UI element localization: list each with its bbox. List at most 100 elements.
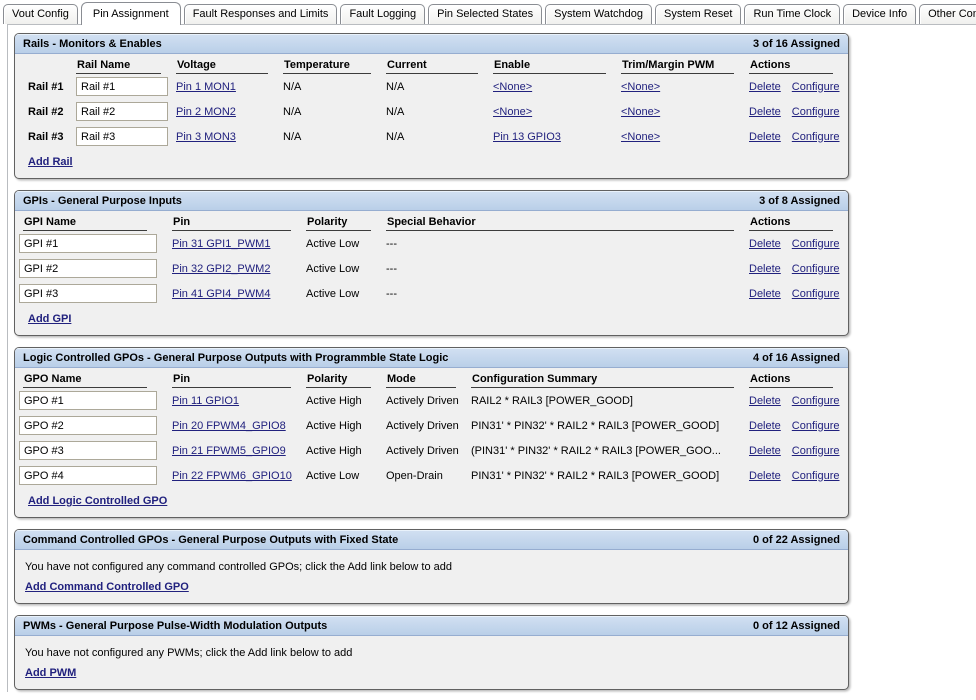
rails-col-actions: Actions [749,54,848,74]
cmd-gpos-panel-title: Command Controlled GPOs - General Purpos… [23,533,399,546]
logic-gpos-panel: Logic Controlled GPOs - General Purpose … [14,347,849,518]
rail-name-input[interactable] [76,127,168,146]
rail-configure-link[interactable]: Configure [791,80,840,93]
tab-system-reset[interactable]: System Reset [654,4,742,24]
gpo-delete-link[interactable]: Delete [749,469,781,482]
gpo-delete-link[interactable]: Delete [749,419,781,432]
gpis-col-special-behavior: Special Behavior [386,211,749,231]
gpis-col-polarity: Polarity [306,211,386,231]
gpo-pin-link[interactable]: Pin 11 GPIO1 [172,394,240,407]
rail-enable-link[interactable]: <None> [493,80,533,93]
rail-trim-link[interactable]: <None> [621,80,661,93]
gpi-delete-link[interactable]: Delete [749,287,781,300]
rail-enable-link[interactable]: <None> [493,105,533,118]
rail-voltage-pin-link[interactable]: Pin 3 MON3 [176,130,236,143]
add-pwm-link[interactable]: Add PWM [25,667,77,679]
rail-row-label: Rail #2 [28,105,64,118]
rail-trim-link[interactable]: <None> [621,105,661,118]
rails-col-trim-margin-pwm: Trim/Margin PWM [621,54,749,74]
gpo-pin-link[interactable]: Pin 22 FPWM6_GPIO10 [172,469,292,482]
logic-gpos-table: GPO Name Pin Polarity Mode Configuration… [15,368,848,488]
gpi-pin-link[interactable]: Pin 41 GPI4_PWM4 [172,287,271,300]
rail-voltage-pin-link[interactable]: Pin 2 MON2 [176,105,236,118]
logic-gpos-panel-title: Logic Controlled GPOs - General Purpose … [23,351,449,364]
cmd-gpos-empty-message: You have not configured any command cont… [25,561,453,573]
tab-pin-selected-states[interactable]: Pin Selected States [428,4,543,24]
gpi-name-input[interactable] [19,284,157,303]
gpo-pin-link[interactable]: Pin 20 FPWM4_GPIO8 [172,419,286,432]
gpo-name-input[interactable] [19,391,157,410]
tab-system-watchdog[interactable]: System Watchdog [545,4,652,24]
cmd-gpos-assigned-count: 0 of 22 Assigned [752,533,840,546]
rail-trim-link[interactable]: <None> [621,130,661,143]
rail-current-value: N/A [386,130,405,143]
rail-delete-link[interactable]: Delete [749,130,781,143]
gpo-mode-value: Actively Driven [386,419,459,432]
gpo-configure-link[interactable]: Configure [791,394,840,407]
cmd-gpos-panel: Command Controlled GPOs - General Purpos… [14,529,849,604]
gpi-delete-link[interactable]: Delete [749,237,781,250]
gpo-name-input[interactable] [19,441,157,460]
gpi-configure-link[interactable]: Configure [791,287,840,300]
gpis-panel: GPIs - General Purpose Inputs 3 of 8 Ass… [14,190,849,336]
rail-delete-link[interactable]: Delete [749,80,781,93]
gpi-name-input[interactable] [19,234,157,253]
gpis-assigned-count: 3 of 8 Assigned [759,194,840,207]
gpo-name-input[interactable] [19,416,157,435]
rail-configure-link[interactable]: Configure [791,130,840,143]
rail-row-label: Rail #3 [28,130,64,143]
gpis-col-name: GPI Name [15,211,172,231]
gpi-pin-link[interactable]: Pin 31 GPI1_PWM1 [172,237,271,250]
rail-voltage-pin-link[interactable]: Pin 1 MON1 [176,80,236,93]
gpi-configure-link[interactable]: Configure [791,237,840,250]
gpo-configure-link[interactable]: Configure [791,419,840,432]
rail-temperature-value: N/A [283,130,302,143]
gpo-polarity-value: Active High [306,444,362,457]
tab-pin-assignment[interactable]: Pin Assignment [80,2,181,25]
tab-vout-config[interactable]: Vout Config [3,4,78,24]
add-command-controlled-gpo-link[interactable]: Add Command Controlled GPO [25,581,189,593]
gpi-configure-link[interactable]: Configure [791,262,840,275]
tab-run-time-clock[interactable]: Run Time Clock [744,4,841,24]
gpo-row-3: Pin 21 FPWM5_GPIO9 Active High Actively … [15,438,848,463]
gpo-configure-link[interactable]: Configure [791,444,840,457]
gpo-row-4: Pin 22 FPWM6_GPIO10 Active Low Open-Drai… [15,463,848,488]
gpi-polarity-value: Active Low [306,262,360,275]
add-logic-controlled-gpo-link[interactable]: Add Logic Controlled GPO [28,495,168,507]
rail-name-input[interactable] [76,102,168,121]
rails-table: Rail Name Voltage Temperature Current En… [15,54,848,149]
gpo-delete-link[interactable]: Delete [749,444,781,457]
tab-content-pin-assignment: Rails - Monitors & Enables 3 of 16 Assig… [7,24,976,692]
rails-col-temperature: Temperature [283,54,386,74]
rail-delete-link[interactable]: Delete [749,105,781,118]
rails-col-spacer [15,54,76,74]
rails-panel-header: Rails - Monitors & Enables 3 of 16 Assig… [15,34,848,54]
rails-panel: Rails - Monitors & Enables 3 of 16 Assig… [14,33,849,179]
gpi-polarity-value: Active Low [306,237,360,250]
logic-gpos-col-mode: Mode [386,368,471,388]
gpo-name-input[interactable] [19,466,157,485]
rail-configure-link[interactable]: Configure [791,105,840,118]
tab-other-config[interactable]: Other Config [919,4,976,24]
gpo-delete-link[interactable]: Delete [749,394,781,407]
rail-current-value: N/A [386,105,405,118]
logic-gpos-col-pin: Pin [172,368,306,388]
gpo-mode-value: Open-Drain [386,469,443,482]
tab-device-info[interactable]: Device Info [843,4,917,24]
gpi-special-behavior-value: --- [386,262,397,275]
gpi-pin-link[interactable]: Pin 32 GPI2_PWM2 [172,262,271,275]
gpis-col-pin: Pin [172,211,306,231]
gpo-configure-link[interactable]: Configure [791,469,840,482]
gpi-delete-link[interactable]: Delete [749,262,781,275]
add-rail-link[interactable]: Add Rail [28,156,73,168]
rail-name-input[interactable] [76,77,168,96]
rails-col-rail-name: Rail Name [76,54,176,74]
gpi-name-input[interactable] [19,259,157,278]
rail-enable-link[interactable]: Pin 13 GPIO3 [493,130,561,143]
gpo-pin-link[interactable]: Pin 21 FPWM5_GPIO9 [172,444,286,457]
gpis-table: GPI Name Pin Polarity Special Behavior A… [15,211,848,306]
gpo-configuration-summary: RAIL2 * RAIL3 [POWER_GOOD] [471,394,633,407]
tab-fault-logging[interactable]: Fault Logging [340,4,426,24]
add-gpi-link[interactable]: Add GPI [28,313,72,325]
tab-fault-responses-and-limits[interactable]: Fault Responses and Limits [183,4,338,24]
